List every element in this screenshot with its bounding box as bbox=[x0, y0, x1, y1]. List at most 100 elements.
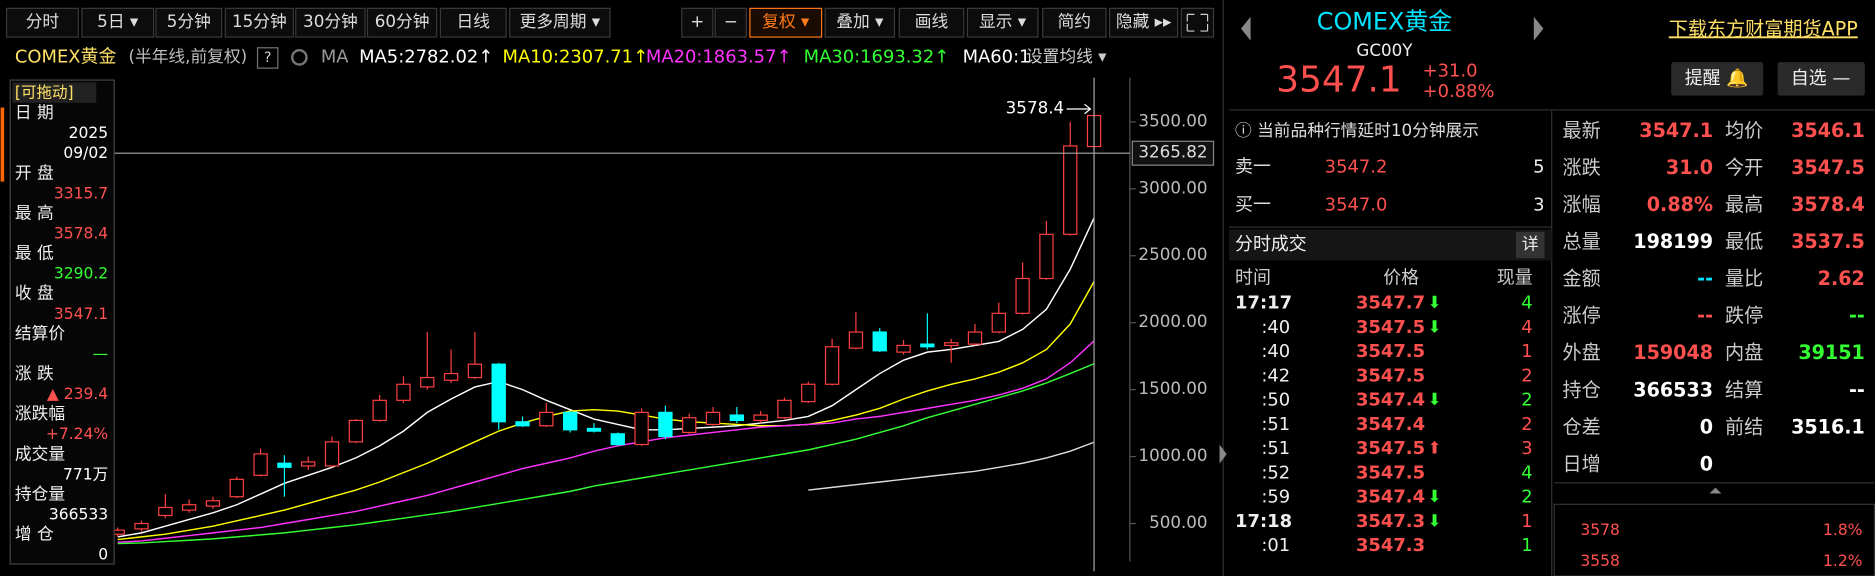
period-label: 15分钟 bbox=[232, 11, 287, 31]
high-annotation: 3578.4 bbox=[1006, 97, 1065, 117]
settings-icon[interactable] bbox=[290, 48, 308, 66]
info-label: 成交量 bbox=[15, 443, 65, 463]
tool-button[interactable] bbox=[898, 7, 965, 38]
candle-body bbox=[801, 383, 816, 403]
candle-body bbox=[634, 411, 649, 446]
watch-button[interactable] bbox=[1777, 62, 1865, 96]
stat-label: 金额 bbox=[1562, 267, 1600, 290]
watch-label: 自选 — bbox=[1791, 68, 1851, 89]
ma-legend: MA60:1 bbox=[963, 46, 1031, 67]
info-label: 日 期 bbox=[15, 102, 54, 122]
info-value: 3578.4 bbox=[54, 224, 108, 242]
period-button[interactable] bbox=[366, 7, 438, 38]
next-arrow[interactable] bbox=[1533, 16, 1544, 41]
help-box[interactable] bbox=[256, 47, 279, 69]
candle-body bbox=[253, 453, 268, 476]
stat-label: 涨停 bbox=[1562, 304, 1600, 327]
expand-handle[interactable] bbox=[1709, 487, 1722, 494]
candle-body bbox=[134, 522, 149, 530]
stat-value: 3578.4 bbox=[1791, 193, 1865, 216]
candle-body bbox=[705, 411, 721, 426]
stat-label: 最新 bbox=[1562, 119, 1600, 142]
y-tick-label: 2000.00 bbox=[1138, 311, 1207, 331]
tool-button[interactable] bbox=[1108, 7, 1179, 38]
tool-button[interactable] bbox=[714, 7, 747, 38]
stat-value: 39151 bbox=[1798, 341, 1864, 364]
stat-value: -- bbox=[1849, 378, 1865, 401]
candle-body bbox=[967, 331, 983, 345]
period-label: 60分钟 bbox=[375, 11, 430, 31]
book-label: 卖一 bbox=[1235, 156, 1271, 177]
info-value: 0 bbox=[98, 546, 108, 564]
candle-body bbox=[562, 411, 578, 431]
stat-value: 2.62 bbox=[1818, 267, 1865, 290]
period-button[interactable] bbox=[81, 7, 155, 38]
fullscreen-button[interactable] bbox=[1180, 7, 1215, 38]
quote-price: 3547.1 bbox=[1276, 59, 1401, 100]
candle-body bbox=[777, 399, 792, 419]
trades-col: 价格 bbox=[1383, 267, 1419, 288]
candle-body bbox=[1015, 277, 1030, 314]
candle-body bbox=[729, 414, 745, 422]
quote-pct: +0.88% bbox=[1423, 81, 1495, 102]
info-label: 持仓量 bbox=[15, 483, 65, 503]
stat-label: 仓差 bbox=[1562, 415, 1600, 438]
period-button[interactable] bbox=[439, 7, 507, 38]
trade-qty: 1 bbox=[1521, 535, 1532, 556]
stat-label: 日增 bbox=[1562, 452, 1600, 475]
candle-body bbox=[991, 312, 1006, 333]
stat-label: 跌停 bbox=[1725, 304, 1763, 327]
trade-price: 3547.3 bbox=[1356, 511, 1425, 532]
period-label: 5分钟 bbox=[167, 11, 211, 31]
tool-label: 显示 ▾ bbox=[979, 11, 1027, 31]
trade-price: 3547.5 bbox=[1356, 438, 1425, 459]
tool-button[interactable] bbox=[966, 7, 1039, 38]
download-link[interactable]: 下载东方财富期货APP bbox=[1669, 17, 1858, 40]
tool-button[interactable] bbox=[824, 7, 896, 38]
y-tick-label: 3000.00 bbox=[1138, 177, 1207, 197]
detail-button[interactable] bbox=[1515, 231, 1545, 259]
book-qty: 3 bbox=[1533, 195, 1544, 216]
period-button[interactable] bbox=[295, 7, 366, 38]
trades-title: 分时成交 bbox=[1235, 234, 1307, 255]
tool-button[interactable] bbox=[681, 7, 714, 38]
candle-body bbox=[682, 417, 697, 434]
period-button[interactable] bbox=[155, 7, 223, 38]
candle-body bbox=[610, 433, 625, 446]
badge-bg[interactable] bbox=[12, 82, 97, 103]
period-button[interactable] bbox=[509, 7, 611, 38]
remind-button[interactable] bbox=[1671, 62, 1764, 96]
ma-label: MA bbox=[321, 46, 349, 67]
y-tick-label: 1500.00 bbox=[1138, 378, 1207, 398]
info-value: 366533 bbox=[49, 506, 108, 524]
drag-badge: [可拖动] bbox=[15, 84, 74, 102]
mini-chart-frame bbox=[1553, 503, 1875, 576]
info-label: 最 高 bbox=[15, 202, 54, 222]
info-value: — bbox=[93, 345, 109, 363]
trade-price: 3547.4 bbox=[1356, 414, 1425, 435]
period-button[interactable] bbox=[224, 7, 294, 38]
candle-body bbox=[920, 343, 935, 348]
trade-price: 3547.4 bbox=[1356, 390, 1425, 411]
info-panel bbox=[9, 79, 115, 565]
ma-setting[interactable]: 设置均线 ▾ bbox=[1026, 46, 1107, 66]
prev-arrow[interactable] bbox=[1241, 16, 1251, 41]
info-value: 2025 bbox=[69, 124, 109, 142]
ma-legend: MA5:2782.02↑ bbox=[359, 46, 493, 67]
info-value: 3315.7 bbox=[54, 184, 108, 202]
tool-button[interactable] bbox=[749, 7, 823, 38]
trade-price: 3547.4 bbox=[1356, 487, 1425, 508]
tool-label: 简约 bbox=[1058, 11, 1091, 31]
trade-time: :40 bbox=[1261, 341, 1290, 362]
info-label: 收 盘 bbox=[15, 283, 54, 303]
candle-body bbox=[658, 411, 673, 438]
trade-price: 3547.5 bbox=[1356, 462, 1425, 483]
stat-label: 结算 bbox=[1725, 378, 1763, 401]
period-button[interactable] bbox=[5, 7, 79, 38]
collapse-handle[interactable] bbox=[1219, 444, 1227, 464]
ma-line bbox=[808, 441, 1095, 491]
tool-button[interactable] bbox=[1042, 7, 1107, 38]
info-value: 771万 bbox=[63, 465, 108, 483]
quote-change: +31.0 bbox=[1423, 61, 1478, 82]
mini-axis-right: 1.8% bbox=[1823, 521, 1862, 539]
